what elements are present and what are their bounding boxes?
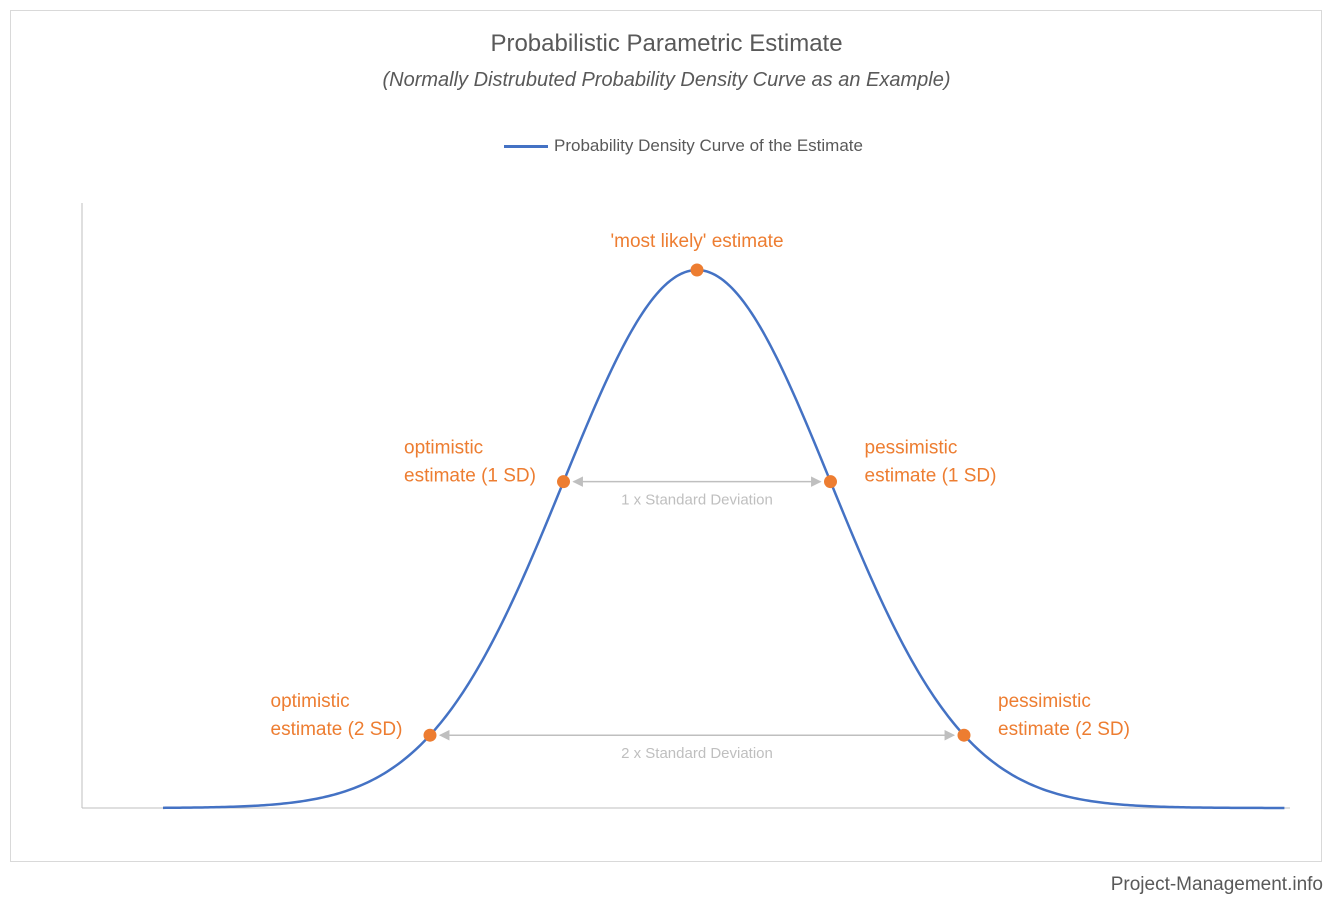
site-credit: Project-Management.info	[1110, 874, 1323, 895]
chart-subtitle: (Normally Distrubuted Probability Densit…	[382, 69, 951, 91]
legend-label: Probability Density Curve of the Estimat…	[554, 136, 863, 155]
sd-arrow-label-1: 1 x Standard Deviation	[621, 492, 773, 509]
chart-title: Probabilistic Parametric Estimate	[490, 30, 843, 57]
chart-frame	[10, 10, 1322, 862]
chart-legend: Probability Density Curve of the Estimat…	[504, 134, 863, 158]
point-most-likely	[690, 263, 704, 277]
point-pessimistic-2sd	[957, 728, 971, 742]
point-label-most-likely: 'most likely' estimate	[610, 231, 783, 252]
point-optimistic-1sd	[557, 475, 570, 489]
point-pessimistic-1sd	[824, 475, 837, 489]
series-line-density-curve	[162, 268, 1285, 810]
point-label-optimistic-2sd: optimistic estimate (2 SD)	[271, 691, 403, 740]
sd-arrow-label-2: 2 x Standard Deviation	[621, 745, 773, 762]
point-optimistic-2sd	[423, 728, 437, 742]
point-label-optimistic-1sd: optimistic estimate (1 SD)	[404, 438, 536, 487]
legend-swatch	[504, 144, 548, 148]
point-label-pessimistic-2sd: pessimistic estimate (2 SD)	[998, 691, 1130, 740]
point-label-pessimistic-1sd: pessimistic estimate (1 SD)	[865, 438, 997, 487]
